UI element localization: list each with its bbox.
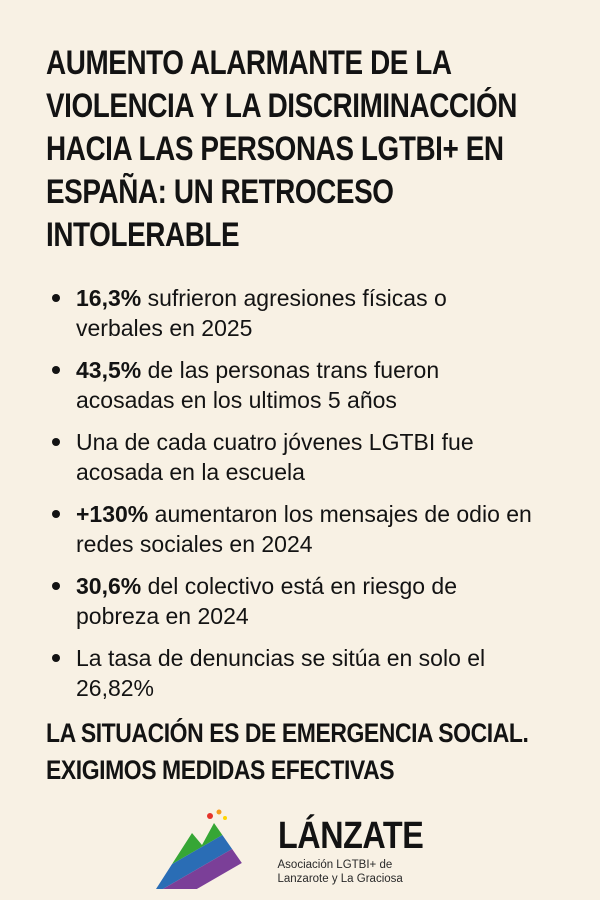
logo-name: LÁNZATE (278, 816, 449, 856)
stat-text: aumentaron los mensajes de odio en redes… (76, 501, 532, 557)
list-item: 43,5% de las personas trans fueron acosa… (46, 355, 536, 415)
title-line: VIOLENCIA Y LA DISCRIMINACCIÓN (46, 85, 554, 128)
stat-text: Una de cada cuatro jóvenes LGTBI fue aco… (76, 429, 474, 485)
footer-line: LA SITUACIÓN ES DE EMERGENCIA SOCIAL. (46, 715, 554, 752)
title-line-text: INTOLERABLE (46, 216, 240, 254)
page-title: AUMENTO ALARMANTE DE LA VIOLENCIA Y LA D… (46, 42, 554, 257)
stat-text: sufrieron agresiones físicas o verbales … (76, 285, 447, 341)
logo-subtitle-line: Lanzarote y La Graciosa (277, 873, 403, 885)
statistics-list: 16,3% sufrieron agresiones físicas o ver… (46, 283, 554, 703)
stat-value: 30,6% (76, 573, 142, 599)
list-item: 30,6% del colectivo está en riesgo de po… (46, 571, 536, 631)
logo-subtitle: Asociación LGTBI+ de Lanzarote y La Grac… (278, 858, 449, 886)
stat-value: 43,5% (76, 357, 142, 383)
logo-text: LÁNZATE Asociación LGTBI+ de Lanzarote y… (278, 816, 449, 886)
title-line: AUMENTO ALARMANTE DE LA (46, 42, 554, 85)
list-item: 16,3% sufrieron agresiones físicas o ver… (46, 283, 536, 343)
title-line: ESPAÑA: UN RETROCESO (46, 171, 554, 214)
footer-line: EXIGIMOS MEDIDAS EFECTIVAS (46, 752, 554, 789)
title-line-text: HACIA LAS PERSONAS LGTBI+ EN (46, 130, 504, 168)
stat-text: de las personas trans fueron acosadas en… (76, 357, 440, 413)
footer-line-text: LA SITUACIÓN ES DE EMERGENCIA SOCIAL. (46, 718, 529, 748)
title-line: INTOLERABLE (46, 214, 554, 257)
list-item: La tasa de denuncias se sitúa en solo el… (46, 643, 536, 703)
list-item: Una de cada cuatro jóvenes LGTBI fue aco… (46, 427, 536, 487)
stat-text: La tasa de denuncias se sitúa en solo el… (76, 645, 486, 701)
emergency-statement: LA SITUACIÓN ES DE EMERGENCIA SOCIAL. EX… (46, 715, 554, 789)
rainbow-volcano-icon (155, 809, 260, 889)
stat-value: 16,3% (76, 285, 142, 311)
logo-subtitle-line: Asociación LGTBI+ de (277, 859, 393, 871)
list-item: +130% aumentaron los mensajes de odio en… (46, 499, 536, 559)
logo-name-text: LÁNZATE (277, 815, 424, 857)
stat-value: +130% (76, 501, 149, 527)
title-line-text: VIOLENCIA Y LA DISCRIMINACCIÓN (46, 87, 517, 125)
title-line: HACIA LAS PERSONAS LGTBI+ EN (46, 128, 554, 171)
title-line-text: AUMENTO ALARMANTE DE LA (46, 44, 452, 82)
logo: LÁNZATE Asociación LGTBI+ de Lanzarote y… (46, 809, 554, 893)
footer-line-text: EXIGIMOS MEDIDAS EFECTIVAS (46, 755, 395, 785)
stat-text: del colectivo está en riesgo de pobreza … (76, 573, 458, 629)
title-line-text: ESPAÑA: UN RETROCESO (46, 173, 394, 211)
